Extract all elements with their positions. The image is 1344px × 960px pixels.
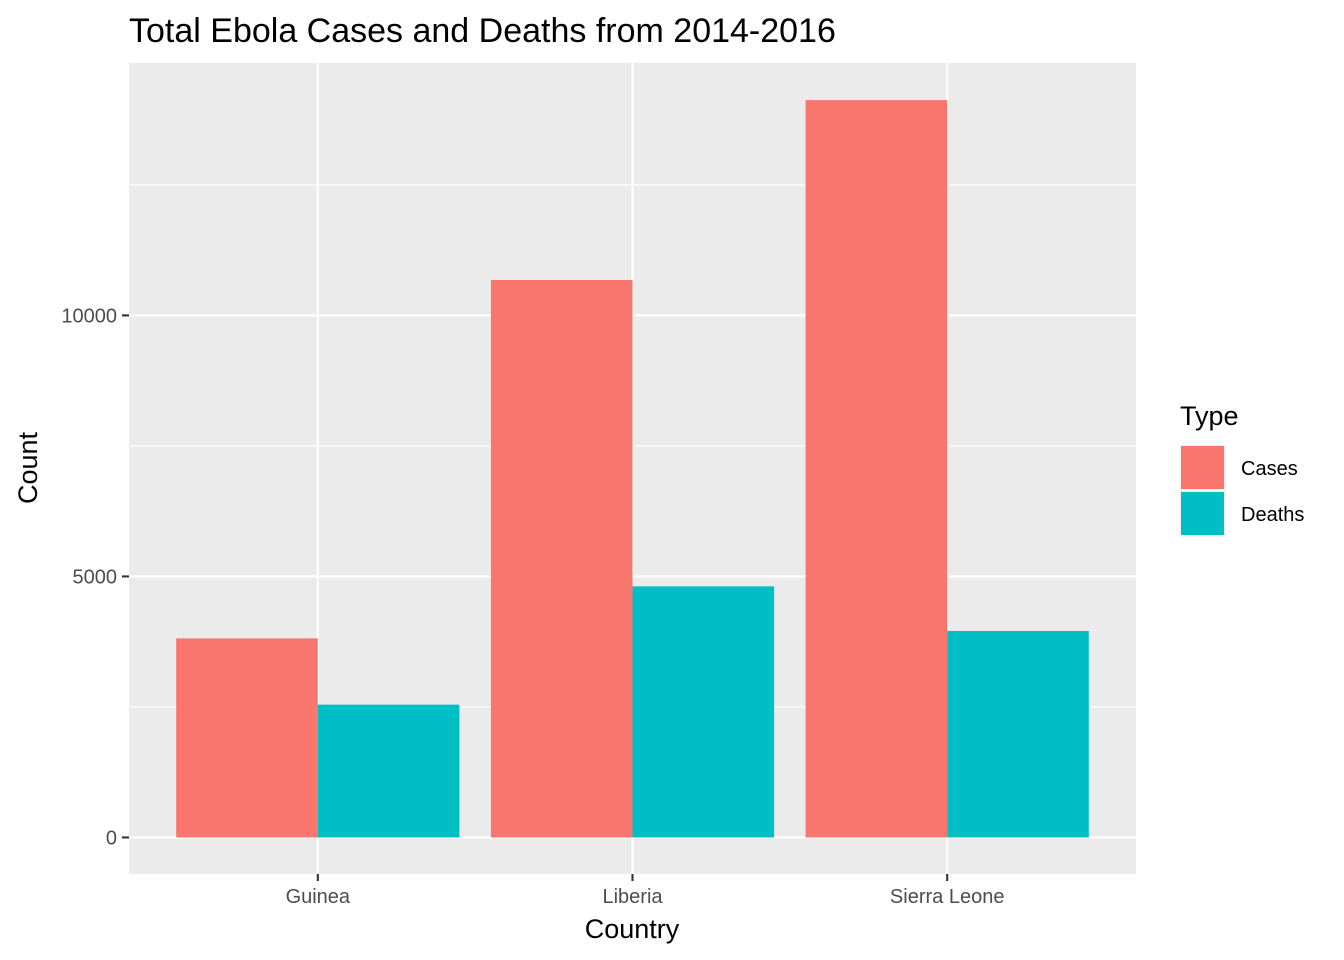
chart-title: Total Ebola Cases and Deaths from 2014-2…	[129, 12, 836, 50]
legend: Type Cases Deaths	[1180, 401, 1304, 537]
y-axis: 0 5000 10000	[61, 305, 129, 849]
bar-cases-sierra-leone	[805, 100, 948, 838]
legend-items: Cases Deaths	[1180, 445, 1304, 537]
bar-deaths-sierra-leone	[947, 630, 1089, 838]
bars	[176, 100, 1089, 838]
x-tick-label: Sierra Leone	[890, 886, 1005, 908]
legend-key-deaths	[1181, 492, 1224, 535]
x-axis-title: Country	[585, 914, 680, 944]
y-tick-label: 0	[106, 827, 117, 849]
y-axis-title: Count	[13, 431, 43, 504]
y-tick-label: 5000	[73, 566, 118, 588]
legend-label-deaths: Deaths	[1241, 504, 1304, 526]
x-tick-label: Guinea	[286, 886, 351, 908]
x-axis: Guinea Liberia Sierra Leone	[286, 874, 1005, 908]
bar-deaths-liberia	[632, 586, 775, 838]
legend-title: Type	[1180, 401, 1239, 431]
x-tick-label: Liberia	[602, 886, 663, 908]
y-tick-label: 10000	[61, 305, 117, 327]
legend-key-cases	[1181, 446, 1224, 489]
legend-label-cases: Cases	[1241, 458, 1298, 480]
bar-cases-liberia	[490, 280, 633, 838]
bar-deaths-guinea	[317, 704, 460, 838]
bar-cases-guinea	[176, 638, 318, 838]
